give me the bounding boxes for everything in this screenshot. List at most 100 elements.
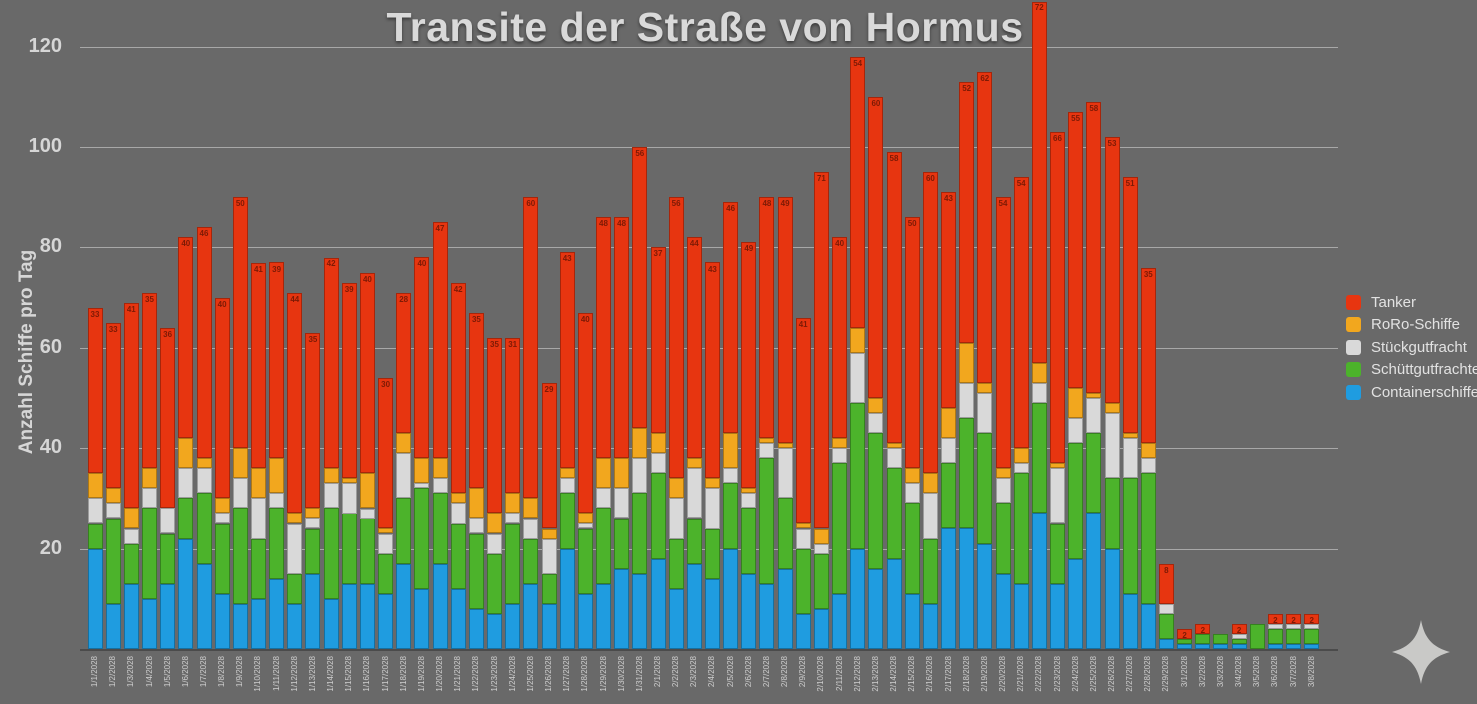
bar-segment-roro-schiffe-1/4/2028 (142, 468, 157, 489)
bar-segment-schüttgutfrachter-1/8/2028 (214, 523, 230, 594)
x-tick-label-2/23/2028: 2/23/2028 (1052, 656, 1062, 692)
bar-tanker-label-1/23/2028: 35 (490, 339, 499, 349)
bar-segment-containerschiffe-1/28/2028 (577, 593, 593, 649)
bar-1/19/2028 (414, 257, 430, 649)
bar-segment-roro-schiffe-2/21/2028 (1013, 448, 1029, 464)
bar-segment-containerschiffe-1/6/2028 (178, 538, 194, 649)
bar-tanker-label-2/16/2028: 60 (925, 174, 935, 184)
bar-tanker-label-1/5/2028: 36 (163, 329, 173, 339)
x-tick-label-2/18/2028: 2/18/2028 (961, 656, 971, 692)
x-tick-label-1/31/2028: 1/31/2028 (634, 656, 644, 692)
bar-tanker-label-1/31/2028: 56 (635, 149, 645, 158)
bar-segment-tanker-1/17/2028 (378, 377, 394, 529)
bar-segment-roro-schiffe-2/9/2028 (795, 523, 811, 529)
legend-item-roro-schiffe: RoRo-Schiffe (1346, 314, 1477, 337)
bar-segment-roro-schiffe-1/26/2028 (541, 528, 557, 539)
bar-segment-tanker-2/16/2028 (922, 172, 938, 474)
bar-2/3/2028 (686, 237, 702, 649)
bar-3/5/2028 (1249, 623, 1265, 649)
bar-segment-schüttgutfrachter-2/27/2028 (1122, 478, 1138, 594)
x-tick-label-2/11/2028: 2/11/2028 (834, 656, 844, 691)
bar-segment-tanker-2/24/2028 (1068, 111, 1084, 388)
bar-segment-containerschiffe-2/14/2028 (886, 558, 902, 649)
bar-segment-containerschiffe-1/31/2028 (632, 573, 648, 649)
bar-segment-stückgutfracht-3/6/2028 (1267, 623, 1283, 629)
bar-3/7/2028 (1286, 613, 1302, 649)
bar-2/13/2028 (868, 96, 884, 649)
x-tick-label-2/1/2028: 2/1/2028 (653, 656, 662, 688)
bar-segment-schüttgutfrachter-2/22/2028 (1031, 403, 1047, 514)
bar-segment-stückgutfracht-1/5/2028 (160, 508, 176, 534)
x-tick-label-2/8/2028: 2/8/2028 (780, 656, 790, 688)
x-tick-label-2/17/2028: 2/17/2028 (943, 656, 953, 692)
y-tick-label-20: 20 (39, 536, 62, 559)
bar-segment-roro-schiffe-1/11/2028 (269, 458, 285, 494)
bar-segment-stückgutfracht-1/21/2028 (450, 503, 466, 524)
bar-segment-stückgutfracht-2/15/2028 (904, 483, 920, 504)
bar-segment-stückgutfracht-2/17/2028 (941, 438, 956, 464)
bar-segment-roro-schiffe-2/4/2028 (704, 478, 720, 489)
bar-1/9/2028 (232, 197, 248, 649)
bar-segment-containerschiffe-2/17/2028 (941, 528, 956, 649)
bar-segment-tanker-2/26/2028 (1104, 136, 1120, 403)
x-tick-label-1/5/2028: 1/5/2028 (162, 656, 172, 688)
x-tick-label-1/19/2028: 1/19/2028 (416, 656, 426, 692)
bar-segment-roro-schiffe-2/1/2028 (650, 433, 666, 454)
bar-segment-tanker-2/11/2028 (832, 237, 848, 439)
x-tick-label-2/22/2028: 2/22/2028 (1034, 656, 1044, 692)
bar-segment-roro-schiffe-1/1/2028 (87, 473, 103, 499)
bar-2/18/2028 (959, 81, 975, 649)
bar-segment-schüttgutfrachter-3/3/2028 (1213, 633, 1229, 644)
bar-segment-stückgutfracht-2/26/2028 (1104, 413, 1120, 479)
bar-segment-containerschiffe-1/25/2028 (523, 583, 539, 649)
bar-segment-schüttgutfrachter-2/15/2028 (904, 503, 920, 594)
bar-segment-tanker-3/4/2028 (1231, 623, 1247, 634)
legend-swatch-schüttgutfrachter (1346, 362, 1361, 378)
bar-segment-stückgutfracht-1/16/2028 (359, 508, 375, 519)
bar-segment-schüttgutfrachter-3/6/2028 (1267, 628, 1283, 644)
bar-segment-tanker-1/15/2028 (341, 282, 357, 479)
bar-segment-schüttgutfrachter-2/17/2028 (941, 463, 956, 529)
bar-2/26/2028 (1104, 136, 1120, 649)
bar-segment-roro-schiffe-2/23/2028 (1050, 463, 1065, 469)
bar-segment-schüttgutfrachter-2/3/2028 (686, 518, 702, 564)
bar-2/12/2028 (850, 56, 866, 649)
bar-segment-containerschiffe-2/1/2028 (650, 558, 666, 649)
bar-segment-stückgutfracht-1/7/2028 (196, 468, 212, 494)
bar-segment-tanker-2/14/2028 (886, 152, 902, 444)
bar-segment-tanker-3/8/2028 (1304, 613, 1320, 624)
bar-segment-tanker-3/7/2028 (1286, 613, 1302, 624)
x-tick-label-1/11/2028: 1/11/2028 (271, 656, 281, 691)
bar-segment-schüttgutfrachter-1/14/2028 (323, 508, 339, 599)
bar-segment-roro-schiffe-2/12/2028 (850, 327, 866, 353)
bar-segment-tanker-2/29/2028 (1158, 563, 1174, 604)
bar-tanker-label-1/20/2028: 47 (435, 224, 445, 234)
bar-segment-tanker-1/28/2028 (577, 312, 593, 514)
x-tick-label-1/23/2028: 1/23/2028 (489, 656, 499, 692)
bar-segment-containerschiffe-1/3/2028 (123, 583, 139, 649)
bar-tanker-label-2/22/2028: 72 (1034, 3, 1044, 13)
bar-segment-containerschiffe-2/10/2028 (813, 608, 829, 649)
bar-segment-tanker-1/8/2028 (214, 297, 230, 499)
x-tick-label-2/29/2028: 2/29/2028 (1161, 656, 1171, 692)
bar-segment-stückgutfracht-1/14/2028 (323, 483, 339, 509)
bar-segment-roro-schiffe-2/17/2028 (941, 408, 956, 439)
bar-segment-containerschiffe-2/19/2028 (977, 543, 993, 649)
bar-tanker-label-3/4/2028: 2 (1236, 625, 1242, 635)
x-axis-line (80, 649, 1338, 651)
bar-segment-containerschiffe-1/14/2028 (323, 598, 339, 649)
bar-segment-schüttgutfrachter-3/8/2028 (1304, 628, 1320, 644)
bar-segment-containerschiffe-1/27/2028 (559, 548, 575, 649)
bar-3/2/2028 (1195, 623, 1211, 649)
bar-tanker-label-3/7/2028: 2 (1291, 615, 1296, 625)
bar-segment-stückgutfracht-2/10/2028 (813, 543, 829, 554)
bar-segment-roro-schiffe-1/24/2028 (505, 493, 521, 514)
bar-segment-roro-schiffe-2/11/2028 (832, 438, 848, 449)
bar-segment-tanker-1/10/2028 (250, 262, 266, 469)
bar-segment-tanker-1/30/2028 (614, 217, 630, 459)
bar-segment-containerschiffe-2/18/2028 (959, 528, 975, 649)
bar-segment-stückgutfracht-2/14/2028 (886, 448, 902, 469)
bar-segment-roro-schiffe-1/18/2028 (396, 433, 412, 454)
bar-segment-containerschiffe-1/5/2028 (160, 583, 176, 649)
bar-segment-schüttgutfrachter-2/23/2028 (1050, 523, 1065, 584)
